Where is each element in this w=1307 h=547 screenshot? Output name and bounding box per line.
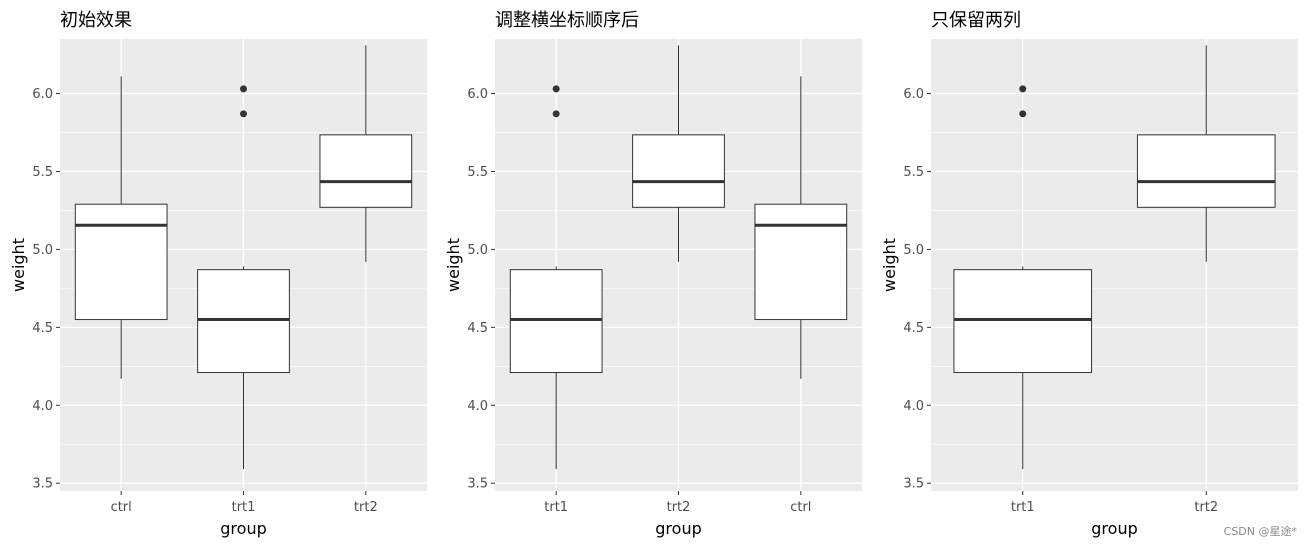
y-axis-title: weight (444, 238, 463, 292)
outlier-point (1019, 110, 1027, 118)
y-tick-label: 5.5 (903, 165, 924, 180)
box-ctrl (754, 76, 848, 379)
y-tick-label: 6.0 (467, 87, 488, 102)
box-ctrl (74, 76, 168, 379)
outlier-point (552, 110, 560, 118)
box-body (1136, 134, 1276, 208)
x-tick-label: ctrl (790, 500, 811, 515)
x-tick-label: trt2 (667, 500, 691, 515)
y-tick-label: 6.0 (32, 87, 53, 102)
x-axis-title: group (1091, 519, 1137, 538)
y-tick-label: 4.5 (903, 321, 924, 336)
x-tick-label: trt2 (1194, 500, 1218, 515)
y-tick-label: 5.0 (32, 243, 53, 258)
box-trt1 (509, 85, 603, 470)
box-trt1 (953, 85, 1093, 470)
x-tick-label: trt1 (1011, 500, 1035, 515)
box-body (509, 269, 603, 374)
outlier-point (240, 85, 247, 93)
outlier-point (240, 110, 247, 118)
panel-3: 只保留两列 3.5 4.0 4.5 5.0 5.5 6.0 trt1 trt2 group weig… (880, 10, 1298, 538)
box-body (197, 269, 290, 374)
x-axis-title: group (220, 519, 266, 538)
y-tick-label: 5.0 (903, 243, 924, 258)
x-tick-label: trt1 (544, 500, 568, 515)
box-trt1 (197, 85, 290, 470)
y-tick-label: 4.0 (903, 399, 924, 414)
y-tick-label: 5.5 (467, 165, 488, 180)
panel-2: 调整横坐标顺序后 3.5 4.0 4.5 5.0 5.5 6.0 trt1 trt2 ctrl gr… (444, 10, 862, 538)
y-tick-label: 3.5 (903, 477, 924, 492)
box-trt2 (319, 45, 413, 262)
box-body (319, 134, 413, 208)
y-axis-title: weight (9, 238, 28, 292)
y-tick-label: 3.5 (32, 477, 53, 492)
box-body (632, 134, 725, 208)
y-tick-label: 3.5 (467, 477, 488, 492)
panel-1: 初始效果 3.5 4.0 4.5 5.0 5.5 6.0 ctrl trt1 trt2 group w… (9, 10, 427, 538)
outlier-point (552, 85, 560, 93)
y-tick-label: 4.5 (32, 321, 53, 336)
y-tick-label: 4.0 (467, 399, 488, 414)
x-tick-label: trt2 (354, 500, 378, 515)
y-tick-label: 6.0 (903, 87, 924, 102)
plot-background (931, 39, 1298, 491)
box-body (953, 269, 1093, 374)
y-tick-label: 4.5 (467, 321, 488, 336)
y-axis-title: weight (880, 238, 899, 292)
panel-title: 初始效果 (60, 10, 132, 31)
box-body (74, 203, 168, 321)
y-tick-label: 5.5 (32, 165, 53, 180)
x-tick-label: trt1 (232, 500, 256, 515)
box-trt2 (1136, 45, 1276, 262)
outlier-point (1019, 85, 1027, 93)
x-axis-title: group (655, 519, 701, 538)
panel-title: 只保留两列 (931, 10, 1021, 31)
x-tick-label: ctrl (111, 500, 132, 515)
y-tick-label: 5.0 (467, 243, 488, 258)
csdn-watermark: CSDN @星途* (1223, 525, 1297, 538)
box-body (754, 203, 848, 321)
y-tick-label: 4.0 (32, 399, 53, 414)
panel-title: 调整横坐标顺序后 (495, 10, 639, 31)
box-trt2 (632, 45, 725, 262)
